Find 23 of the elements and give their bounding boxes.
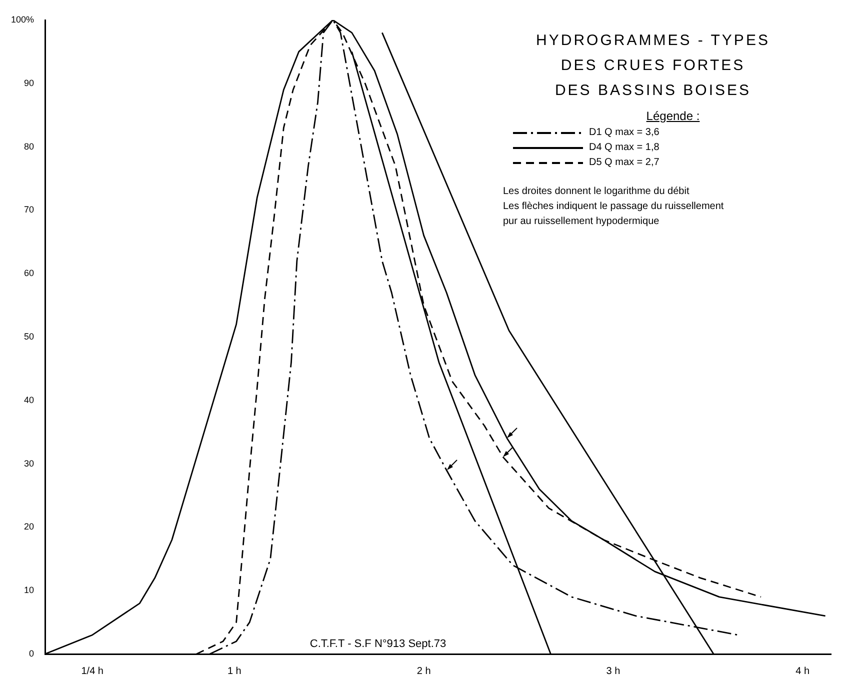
text: HYDROGRAMMES - TYPES DES CRUES FORTES DES BASSINS BOISES	[535, 31, 771, 101]
y-tick-label: 50	[24, 331, 34, 342]
annotation: Les droites donnent le logarithme du débit Les flèches indiquent le passage du ruissellement pur au ruissellement hypodermique	[503, 185, 725, 229]
annotation: C.T.F.T - S.F N°913 Sept.73	[308, 638, 448, 650]
y-tick-label: 40	[24, 394, 34, 405]
x-tick-label: 1/4 h	[81, 666, 104, 677]
x-tick-label: 3 h	[606, 666, 620, 677]
x-tick-label: 1 h	[227, 666, 242, 677]
legend-label: D5 Q max = 2,7	[589, 157, 660, 168]
y-tick-label: 10	[24, 585, 34, 596]
x-tick-label: 2 h	[416, 666, 431, 677]
y-tick-label: 60	[24, 268, 34, 278]
y-tick-label: 100%	[10, 14, 34, 24]
y-tick-label: 90	[24, 78, 34, 88]
y-tick-label: 80	[24, 141, 34, 152]
legend-label: D1 Q max = 3,6	[589, 127, 660, 138]
legend-label: D4 Q max = 1,8	[589, 142, 660, 153]
y-tick-label: 20	[24, 522, 34, 532]
legend-title: Légende :	[645, 109, 701, 123]
x-tick-label: 4 h	[796, 666, 810, 677]
y-tick-label: 30	[24, 458, 34, 468]
y-tick-label: 70	[24, 204, 34, 215]
y-tick-label: 0	[29, 648, 34, 658]
